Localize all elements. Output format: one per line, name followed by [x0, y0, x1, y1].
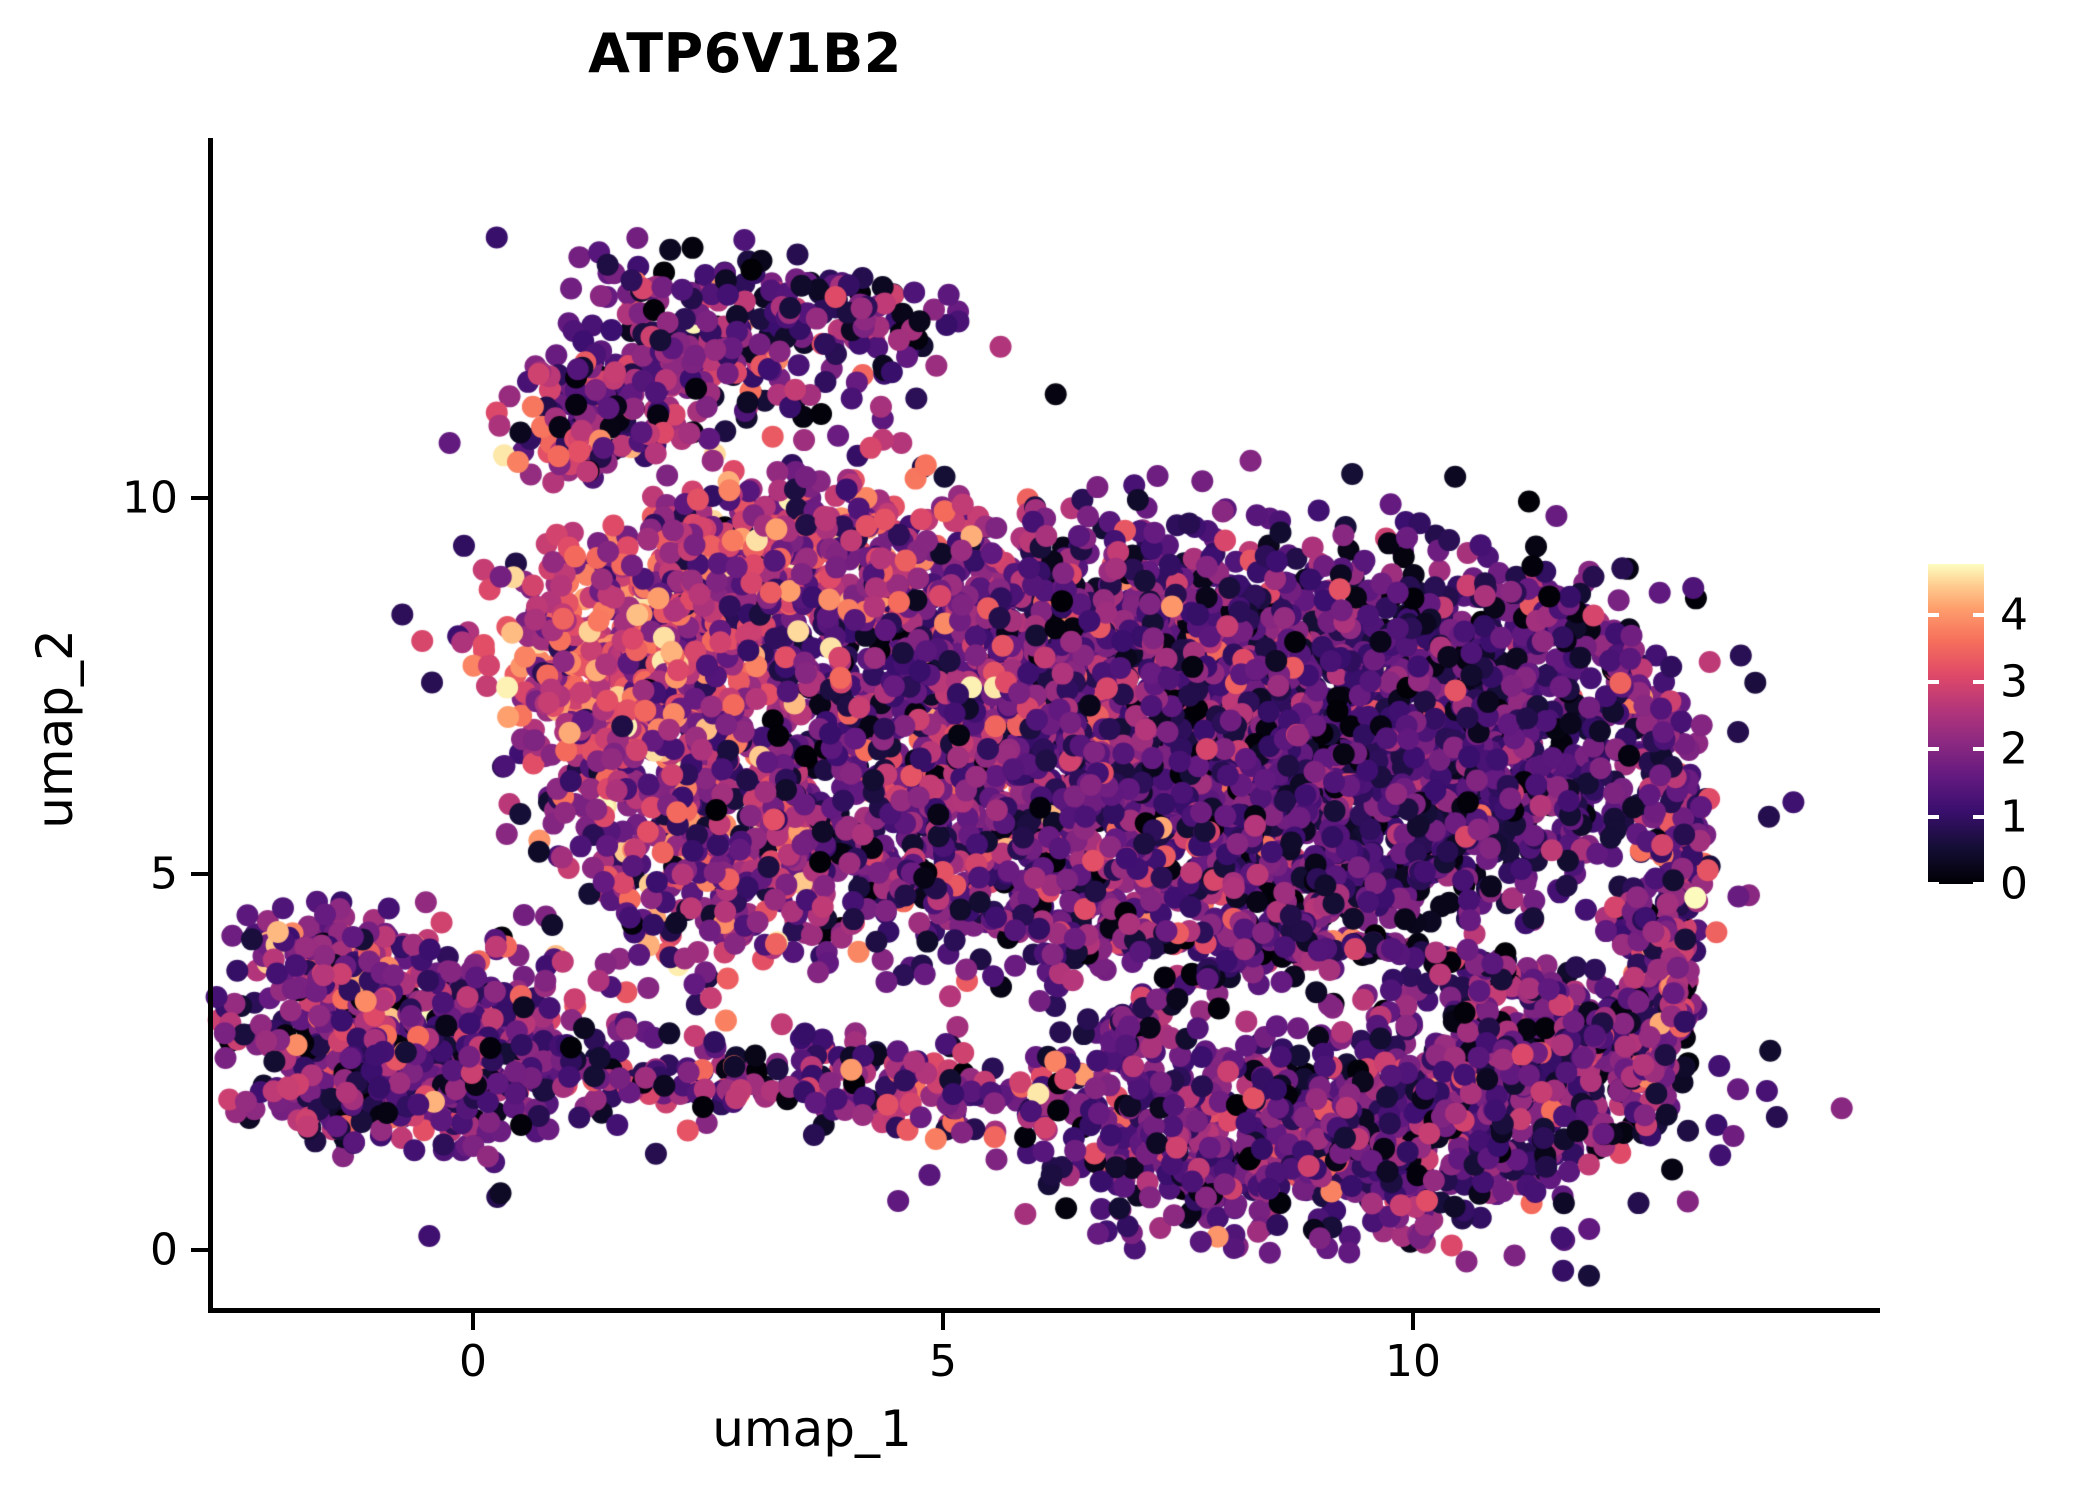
- colorbar-tick-mark: [1973, 612, 1984, 617]
- y-tick-label: 0: [150, 1224, 178, 1276]
- y-tick-mark: [191, 872, 208, 876]
- y-axis-label: umap_2: [26, 629, 84, 829]
- colorbar-tick-mark: [1973, 747, 1984, 752]
- colorbar-tick-label: 3: [2000, 656, 2028, 708]
- x-tick-label: 10: [1385, 1336, 1441, 1387]
- colorbar: 0 1 2 3 4: [1928, 564, 2028, 910]
- colorbar-gradient: [1928, 564, 1984, 884]
- y-tick-mark: [191, 496, 208, 500]
- colorbar-tick-label: 4: [2000, 589, 2028, 641]
- x-tick-label: 5: [929, 1336, 957, 1387]
- colorbar-tick-mark: [1973, 814, 1984, 819]
- x-axis-spine: [208, 1308, 1880, 1313]
- x-tick-mark: [471, 1313, 475, 1330]
- colorbar-tick-mark: [1928, 679, 1939, 684]
- colorbar-tick-mark: [1928, 882, 1939, 886]
- y-tick-label: 5: [150, 848, 178, 900]
- colorbar-tick-label: 0: [2000, 858, 2028, 910]
- colorbar-tick-mark: [1928, 612, 1939, 617]
- x-tick-mark: [1411, 1313, 1415, 1330]
- colorbar-tick-mark: [1973, 679, 1984, 684]
- y-tick-label: 10: [122, 472, 178, 524]
- colorbar-tick-mark: [1928, 747, 1939, 752]
- colorbar-tick-label: 1: [2000, 791, 2028, 843]
- colorbar-tick-label: 2: [2000, 723, 2028, 775]
- x-tick-mark: [941, 1313, 945, 1330]
- y-axis-spine: [208, 138, 213, 1313]
- y-tick-mark: [191, 1248, 208, 1252]
- x-tick-label: 0: [459, 1336, 487, 1387]
- x-axis-label: umap_1: [712, 1400, 912, 1458]
- colorbar-tick-mark: [1973, 882, 1984, 886]
- colorbar-tick-mark: [1928, 814, 1939, 819]
